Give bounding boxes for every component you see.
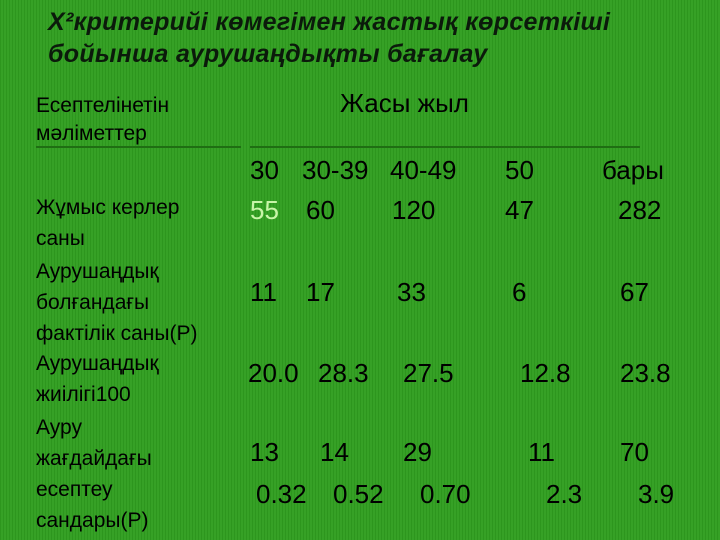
row-label-expected-cases: Ауру жағдайдағы есептеу сандары(Р) xyxy=(36,416,152,532)
row-label-actual-morbidity: Аурушаңдық болғандағы фактілік саны(Р) xyxy=(36,260,198,345)
header-age-title: Жасы жыл xyxy=(340,88,469,118)
ratio-30-39: 0.52 xyxy=(333,479,384,509)
age-group-30-39: 30-39 xyxy=(302,155,369,185)
ratio-40-49: 0.70 xyxy=(420,479,471,509)
slide-title-line-2: бойынша аурушаңдықты бағалау xyxy=(48,40,488,68)
age-group-40-49: 40-49 xyxy=(390,155,457,185)
age-group-30: 30 xyxy=(250,155,279,185)
frequency-30: 20.0 xyxy=(248,358,299,388)
age-group-50: 50 xyxy=(505,155,534,185)
ratio-50: 2.3 xyxy=(546,479,583,509)
frequency-50: 12.8 xyxy=(520,358,571,388)
expected-40-49: 29 xyxy=(403,437,432,467)
actual-total: 67 xyxy=(620,277,649,307)
workers-30: 55 xyxy=(250,195,279,225)
row-label-workers: Жұмыс керлер саны xyxy=(36,196,180,250)
expected-30: 13 xyxy=(250,437,279,467)
expected-50: 11 xyxy=(528,437,555,467)
age-group-total: бары xyxy=(602,155,664,185)
workers-50: 47 xyxy=(505,195,534,225)
actual-40-49: 33 xyxy=(397,277,426,307)
header-rule-left xyxy=(36,146,241,148)
header-left-label: Есептелінетін мәліметтер xyxy=(36,94,170,145)
expected-30-39: 14 xyxy=(320,437,349,467)
row-label-frequency: Аурушаңдық жиілігі100 xyxy=(36,352,159,406)
actual-30: 11 xyxy=(250,277,277,307)
expected-total: 70 xyxy=(620,437,649,467)
frequency-30-39: 28.3 xyxy=(318,358,369,388)
ratio-30: 0.32 xyxy=(256,479,307,509)
workers-total: 282 xyxy=(618,195,662,225)
actual-50: 6 xyxy=(512,277,527,307)
ratio-total: 3.9 xyxy=(638,479,675,509)
frequency-total: 23.8 xyxy=(620,358,671,388)
slide-title-line-1: Х²критерийі көмегімен жастық көрсеткіші xyxy=(48,8,611,36)
frequency-40-49: 27.5 xyxy=(403,358,454,388)
workers-30-39: 60 xyxy=(306,195,335,225)
workers-40-49: 120 xyxy=(392,195,436,225)
header-rule-right xyxy=(250,146,640,148)
actual-30-39: 17 xyxy=(306,277,335,307)
